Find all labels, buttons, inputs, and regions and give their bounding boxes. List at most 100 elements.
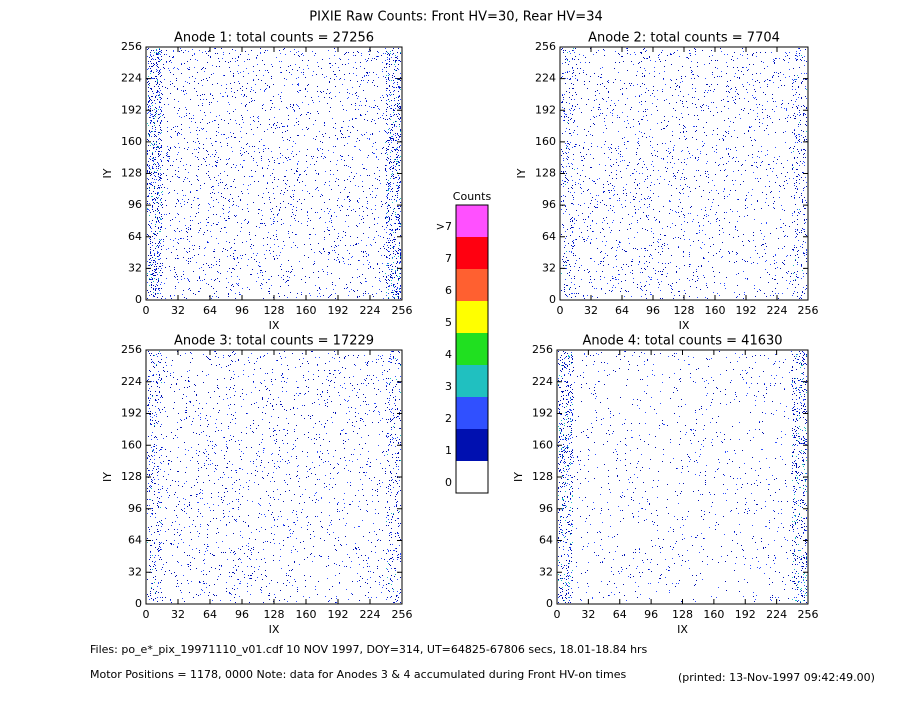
x-tick-label: 96 [235,608,249,621]
x-tick-label: 0 [143,608,150,621]
colorbar-swatch [456,461,488,493]
colorbar-swatch [456,429,488,461]
x-tick-label: 64 [203,608,217,621]
pixel-texture [147,351,401,603]
y-tick-label: 128 [532,470,553,483]
y-tick-label: 96 [128,502,142,515]
x-tick-label: 32 [584,304,598,317]
y-tick-label: 192 [121,407,142,420]
y-tick-label: 64 [128,230,142,243]
x-tick-label: 96 [646,304,660,317]
x-tick-label: 64 [203,304,217,317]
x-tick-label: 0 [554,608,561,621]
colorbar-swatch [456,365,488,397]
pixel-texture [147,48,401,299]
y-tick-label: 32 [128,565,142,578]
y-tick-label: 96 [539,502,553,515]
x-tick-label: 224 [767,304,788,317]
colorbar-label: 3 [445,380,452,393]
x-axis-label: IX [269,319,280,332]
colorbar-label: 5 [445,316,452,329]
colorbar-label: 0 [445,476,452,489]
footer-motor: Motor Positions = 1178, 0000 Note: data … [90,668,626,681]
pixel-texture [147,48,401,299]
x-tick-label: 192 [735,608,756,621]
pixel-texture [561,48,807,299]
pixel-texture [147,48,401,298]
y-tick-label: 128 [121,167,142,180]
x-axis-label: IX [677,623,688,636]
y-tick-label: 192 [535,103,556,116]
colorbar-swatch [456,397,488,429]
x-tick-label: 192 [736,304,757,317]
y-tick-label: 224 [121,72,142,85]
y-tick-label: 128 [121,470,142,483]
y-tick-label: 32 [542,261,556,274]
x-tick-label: 128 [672,608,693,621]
x-tick-label: 256 [392,608,413,621]
plot-frame [145,349,403,605]
x-tick-label: 160 [705,304,726,317]
plot-frame [556,349,809,605]
y-tick-label: 64 [128,534,142,547]
pixel-texture [561,48,807,298]
pixel-texture [558,354,807,602]
y-tick-label: 192 [121,103,142,116]
y-tick-label: 96 [128,198,142,211]
y-tick-label: 160 [535,135,556,148]
footer-printed: (printed: 13-Nov-1997 09:42:49.00) [678,671,875,684]
x-tick-label: 0 [557,304,564,317]
y-axis-label: IY [515,168,528,178]
footer-files: Files: po_e*_pix_19971110_v01.cdf 10 NOV… [90,643,648,656]
pixel-texture [558,351,807,602]
x-tick-label: 192 [328,608,349,621]
panel-title: Anode 3: total counts = 17229 [174,334,374,349]
colorbar-label: 1 [445,444,452,457]
y-axis-label: IY [101,168,114,178]
x-tick-label: 256 [392,304,413,317]
y-tick-label: 256 [532,343,553,356]
page-title: PIXIE Raw Counts: Front HV=30, Rear HV=3… [309,10,603,25]
y-tick-label: 224 [121,375,142,388]
pixel-texture [558,351,807,603]
x-tick-label: 0 [143,304,150,317]
x-tick-label: 128 [264,608,285,621]
y-tick-label: 256 [121,40,142,53]
y-tick-label: 96 [542,198,556,211]
x-tick-label: 32 [171,304,185,317]
colorbar-label: 6 [445,284,452,297]
x-tick-label: 96 [644,608,658,621]
y-tick-label: 256 [535,40,556,53]
x-tick-label: 96 [235,304,249,317]
x-tick-label: 224 [766,608,787,621]
panel-title: Anode 2: total counts = 7704 [588,31,780,46]
pixel-texture [147,351,401,603]
x-tick-label: 128 [674,304,695,317]
x-tick-label: 192 [328,304,349,317]
x-tick-label: 32 [581,608,595,621]
y-tick-label: 0 [546,597,553,610]
y-tick-label: 0 [135,597,142,610]
colorbar-swatch [456,301,488,333]
x-tick-label: 160 [296,304,317,317]
y-tick-label: 0 [549,293,556,306]
y-axis-label: IY [101,472,114,482]
x-tick-label: 64 [615,304,629,317]
x-tick-label: 256 [798,304,819,317]
y-tick-label: 160 [532,438,553,451]
colorbar-swatch [456,237,488,269]
y-tick-label: 224 [532,375,553,388]
x-axis-label: IX [269,623,280,636]
x-tick-label: 128 [264,304,285,317]
colorbar-label: 4 [445,348,452,361]
y-tick-label: 256 [121,343,142,356]
y-tick-label: 192 [532,407,553,420]
panel-title: Anode 1: total counts = 27256 [174,31,374,46]
y-tick-label: 32 [539,565,553,578]
colorbar-label: 7 [445,252,452,265]
y-tick-label: 160 [121,135,142,148]
y-tick-label: 64 [542,230,556,243]
y-axis-label: IY [512,472,525,482]
x-tick-label: 32 [171,608,185,621]
